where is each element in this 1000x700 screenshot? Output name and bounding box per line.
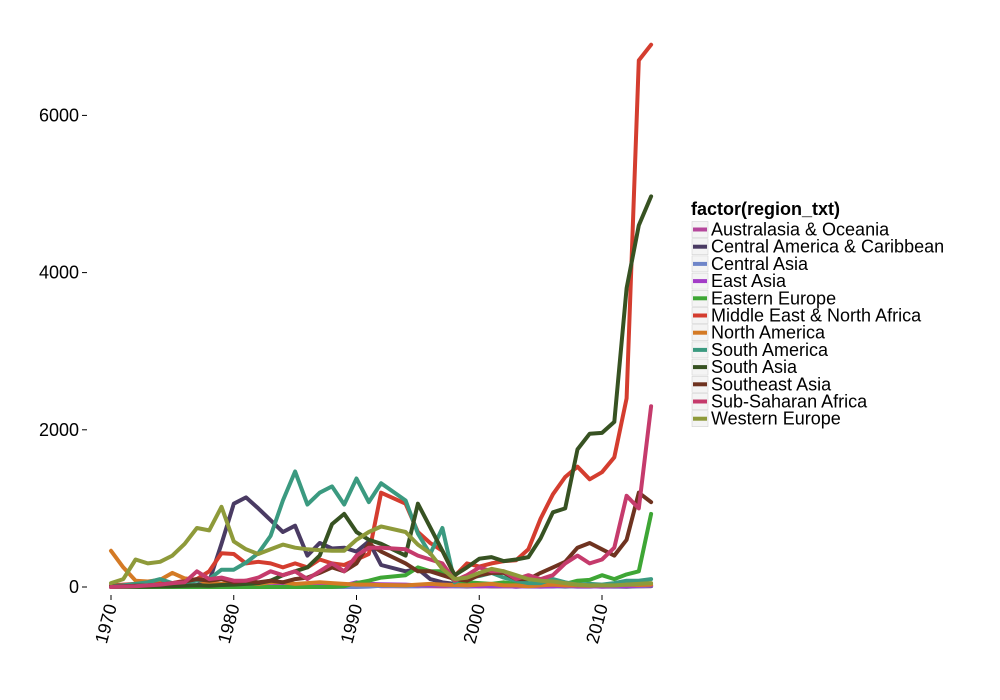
legend-label: Western Europe (711, 409, 841, 429)
legend-item: South Asia (691, 357, 798, 377)
y-tick-label: 4000 (39, 263, 79, 283)
legend-label: Eastern Europe (711, 288, 836, 308)
y-tick-label: 6000 (39, 105, 79, 125)
legend-label: South Asia (711, 357, 798, 377)
series-line-8 (109, 194, 654, 589)
plot-area (109, 42, 654, 589)
series-line-9 (109, 490, 654, 589)
legend-label: Australasia & Oceania (711, 220, 890, 240)
legend-title: factor(region_txt) (691, 199, 840, 219)
legend-label: Southeast Asia (711, 374, 832, 394)
legend-item: Central America & Caribbean (691, 237, 944, 257)
y-axis: 0 2000 4000 6000 (39, 105, 87, 597)
legend-item: Southeast Asia (691, 374, 832, 394)
legend-item: North America (691, 323, 826, 343)
legend-item: Western Europe (691, 409, 841, 429)
legend-label: East Asia (711, 271, 787, 291)
legend-item: East Asia (691, 271, 787, 291)
legend-item: South America (691, 340, 829, 360)
legend-label: Middle East & North Africa (711, 306, 922, 326)
legend-item: Australasia & Oceania (691, 220, 890, 240)
x-tick-label: 2010 (582, 602, 612, 646)
legend-label: North America (711, 323, 826, 343)
legend-item: Sub-Saharan Africa (691, 392, 868, 412)
series-line-11 (109, 504, 654, 588)
legend: factor(region_txt) Australasia & Oceania… (691, 199, 944, 429)
legend-label: South America (711, 340, 829, 360)
legend-item: Middle East & North Africa (691, 306, 922, 326)
y-tick-label: 0 (69, 577, 79, 597)
y-tick-label: 2000 (39, 420, 79, 440)
x-tick-label: 1990 (337, 602, 367, 646)
x-tick-label: 1980 (214, 602, 244, 646)
legend-item: Central Asia (691, 254, 809, 274)
legend-item: Eastern Europe (691, 288, 836, 308)
x-axis: 1970 1980 1990 2000 2010 (91, 595, 612, 646)
legend-label: Central Asia (711, 254, 809, 274)
series-line-5 (109, 42, 654, 588)
legend-label: Central America & Caribbean (711, 237, 944, 257)
x-tick-label: 1970 (91, 602, 121, 646)
series-line-10 (109, 404, 654, 589)
legend-label: Sub-Saharan Africa (711, 392, 868, 412)
x-tick-label: 2000 (459, 602, 489, 646)
